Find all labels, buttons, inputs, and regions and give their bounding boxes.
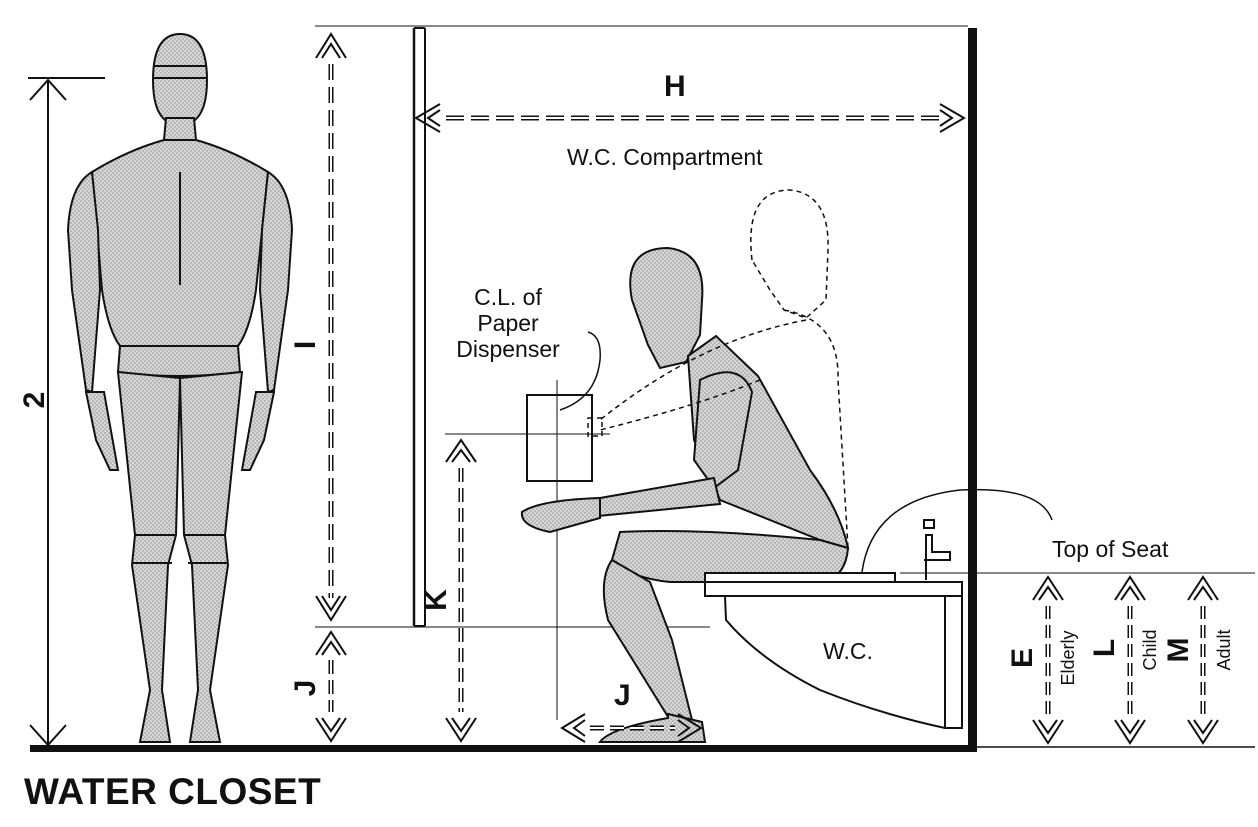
dimension-label-2: 2 xyxy=(18,392,51,409)
dimension-j-horizontal-arrow xyxy=(560,713,703,743)
reaching-figure-outline xyxy=(587,189,849,549)
dimension-k-arrow xyxy=(445,438,477,743)
seat-group-adult: Adult xyxy=(1214,629,1234,670)
dimension-l-arrow xyxy=(1114,575,1146,745)
dimension-2-arrow xyxy=(28,77,105,747)
standing-figure-neck xyxy=(162,117,198,141)
seated-figure-forearm xyxy=(596,476,722,518)
diagram-labels: H W.C. Compartment C.L. of Paper Dispens… xyxy=(18,70,1234,712)
seat-group-child: Child xyxy=(1140,629,1160,670)
floor-and-walls xyxy=(30,25,1255,752)
seated-figure-upper-arm xyxy=(692,371,754,490)
seated-figure-head xyxy=(629,246,704,370)
compartment-label: W.C. Compartment xyxy=(567,144,763,170)
flush-valve xyxy=(924,534,951,580)
dimension-h-arrow xyxy=(414,103,966,133)
flush-handle xyxy=(923,519,935,529)
seat-group-elderly: Elderly xyxy=(1058,630,1078,685)
dimension-label-j-floor: J xyxy=(614,679,631,712)
dimension-e-arrow xyxy=(1032,575,1064,745)
toilet-fixture xyxy=(704,488,1053,729)
floor-slab xyxy=(30,745,975,752)
top-of-seat-callout-line xyxy=(861,488,1053,573)
dimension-label-k: K xyxy=(420,589,453,611)
dimension-label-m: M xyxy=(1162,638,1195,663)
dimension-label-h: H xyxy=(664,70,686,103)
paper-dispenser-callout-line xyxy=(559,331,601,411)
toilet-seat xyxy=(704,572,896,583)
dispenser-label-line2: Paper xyxy=(477,310,539,336)
standing-human-figure xyxy=(66,32,294,743)
standing-figure-left-arm xyxy=(66,170,102,394)
standing-figure-right-arm xyxy=(258,170,294,394)
standing-figure-right-leg xyxy=(178,370,244,743)
dimension-j-vertical-arrow xyxy=(315,630,347,743)
dispenser-label-line3: Dispenser xyxy=(456,336,560,362)
toilet-bowl xyxy=(723,595,963,729)
top-of-seat-label: Top of Seat xyxy=(1052,536,1169,562)
standing-figure-left-hand xyxy=(84,391,120,471)
standing-figure-left-leg xyxy=(116,370,182,743)
toilet-tank-rim xyxy=(704,581,963,597)
dispenser-label-line1: C.L. of xyxy=(474,284,542,310)
dimension-label-i: I xyxy=(289,341,322,349)
seated-figure-hand xyxy=(520,496,601,534)
wc-label: W.C. xyxy=(823,638,873,664)
dimension-arrows xyxy=(28,32,1219,747)
dimension-m-arrow xyxy=(1187,575,1219,745)
paper-dispenser-box xyxy=(526,394,593,482)
standing-figure-right-hand xyxy=(240,391,276,471)
dimension-label-e: E xyxy=(1006,648,1039,668)
dimension-label-j-vertical: J xyxy=(289,680,322,697)
dimension-label-l: L xyxy=(1088,639,1121,657)
compartment-back-wall xyxy=(968,28,977,752)
paper-dispenser xyxy=(526,331,601,482)
seated-figure-shin xyxy=(602,558,694,721)
dimension-i-arrow xyxy=(315,32,347,622)
diagram-title: WATER CLOSET xyxy=(24,771,322,812)
standing-figure-head xyxy=(151,32,209,128)
